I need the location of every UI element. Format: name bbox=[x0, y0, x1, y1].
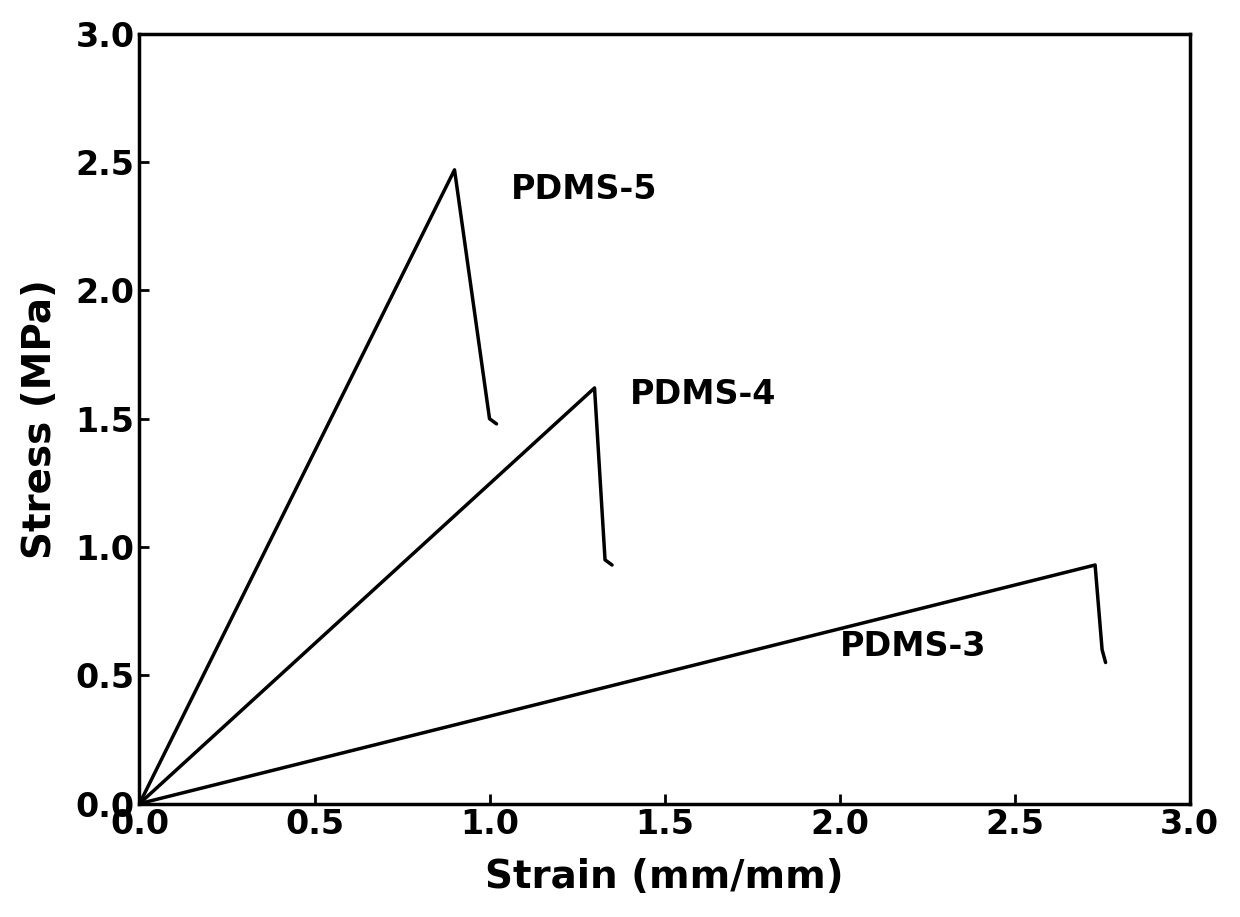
Y-axis label: Stress (MPa): Stress (MPa) bbox=[21, 279, 58, 558]
Text: PDMS-5: PDMS-5 bbox=[511, 172, 657, 205]
Text: PDMS-3: PDMS-3 bbox=[839, 629, 986, 662]
Text: PDMS-4: PDMS-4 bbox=[630, 378, 776, 411]
X-axis label: Strain (mm/mm): Strain (mm/mm) bbox=[485, 858, 844, 896]
